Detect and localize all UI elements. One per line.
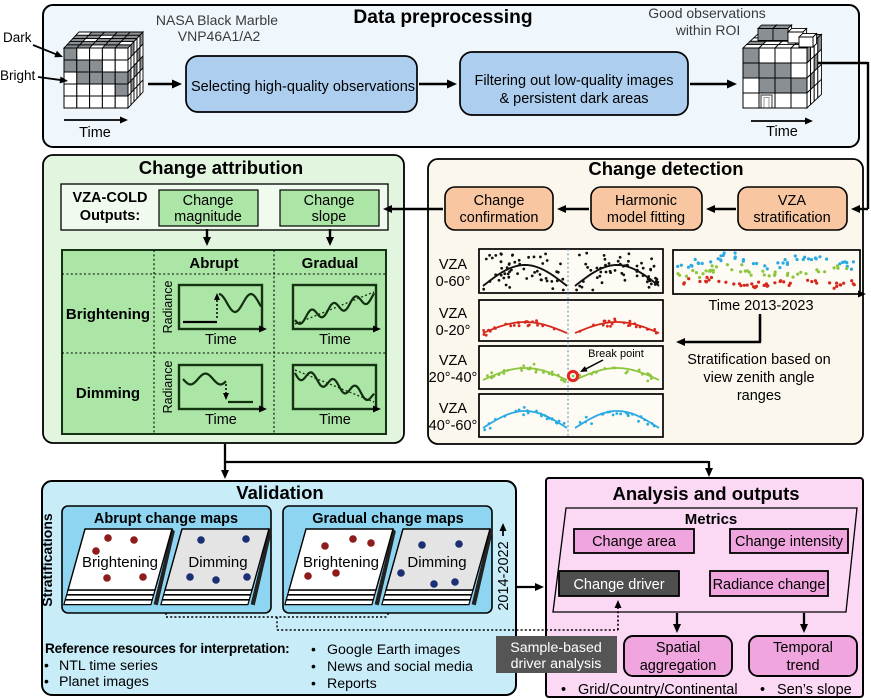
svg-text:Abrupt: Abrupt: [189, 255, 238, 272]
svg-text:•: •: [44, 657, 49, 673]
svg-text:Dark: Dark: [3, 30, 32, 45]
svg-text:VZA: VZA: [439, 353, 468, 369]
svg-text:Grid/Country/Continental: Grid/Country/Continental: [578, 682, 738, 698]
svg-text:VNP46A1/A2: VNP46A1/A2: [178, 28, 261, 44]
svg-text:Gradual change maps: Gradual change maps: [312, 511, 464, 527]
svg-text:Brightening: Brightening: [303, 554, 379, 571]
svg-text:Data preprocessing: Data preprocessing: [353, 7, 532, 28]
svg-text:Dimming: Dimming: [407, 554, 466, 571]
svg-text:Time: Time: [319, 332, 351, 348]
svg-text:Time: Time: [205, 412, 237, 428]
svg-text:•: •: [561, 682, 566, 698]
svg-text:Harmonic: Harmonic: [615, 193, 677, 209]
svg-text:Change: Change: [304, 193, 355, 209]
svg-text:Radiance: Radiance: [161, 361, 175, 414]
svg-text:Sample-based: Sample-based: [510, 640, 602, 656]
svg-text:Time: Time: [79, 125, 111, 141]
svg-text:2014-2022: 2014-2022: [496, 541, 512, 610]
svg-text:slope: slope: [312, 209, 347, 225]
svg-text:ranges: ranges: [737, 388, 781, 404]
svg-text:Stratification based on: Stratification based on: [687, 352, 830, 368]
svg-text:trend: trend: [786, 658, 819, 674]
svg-text:Gradual: Gradual: [302, 255, 359, 272]
svg-text:Time: Time: [205, 332, 237, 348]
svg-text:& persistent dark areas: & persistent dark areas: [499, 91, 648, 107]
svg-text:Time 2013-2023: Time 2013-2023: [708, 298, 813, 314]
svg-text:40°-60°: 40°-60°: [429, 418, 478, 434]
svg-text:Break point: Break point: [588, 348, 644, 360]
svg-text:Filtering out low-quality imag: Filtering out low-quality images: [474, 73, 673, 89]
svg-text:0-20°: 0-20°: [436, 323, 471, 339]
svg-text:Metrics: Metrics: [685, 511, 738, 528]
svg-text:magnitude: magnitude: [174, 209, 242, 225]
svg-text:•: •: [311, 658, 316, 674]
svg-text:Good observations: Good observations: [648, 5, 766, 21]
svg-text:•: •: [760, 682, 765, 698]
svg-text:•: •: [311, 641, 316, 657]
svg-text:aggregation: aggregation: [640, 658, 717, 674]
svg-text:VZA-COLD: VZA-COLD: [73, 190, 148, 206]
svg-text:Spatial: Spatial: [656, 640, 700, 656]
svg-text:view zenith angle: view zenith angle: [703, 370, 814, 386]
svg-text:20°-40°: 20°-40°: [429, 370, 478, 386]
svg-text:Change driver: Change driver: [573, 577, 664, 593]
svg-text:stratification: stratification: [753, 210, 830, 226]
svg-text:Change area: Change area: [592, 534, 677, 550]
svg-text:Time: Time: [766, 124, 798, 140]
svg-text:Brightening: Brightening: [66, 306, 150, 323]
svg-text:0-60°: 0-60°: [436, 274, 471, 290]
svg-text:Change intensity: Change intensity: [735, 534, 844, 550]
svg-text:VZA: VZA: [439, 306, 468, 322]
svg-text:Sen’s slope: Sen’s slope: [777, 682, 852, 698]
svg-text:Dimming: Dimming: [76, 385, 140, 402]
svg-text:VZA: VZA: [439, 401, 468, 417]
svg-text:•: •: [44, 673, 49, 689]
svg-text:VZA: VZA: [778, 193, 807, 209]
svg-text:Change detection: Change detection: [588, 158, 743, 179]
svg-text:Outputs:: Outputs:: [80, 208, 140, 224]
svg-text:Brightening: Brightening: [82, 554, 158, 571]
svg-text:Reports: Reports: [327, 676, 377, 692]
svg-text:Google Earth images: Google Earth images: [327, 642, 460, 658]
svg-text:Dimming: Dimming: [188, 554, 247, 571]
svg-text:driver analysis: driver analysis: [511, 656, 602, 672]
svg-text:Analysis and outputs: Analysis and outputs: [612, 483, 799, 504]
svg-text:VZA: VZA: [439, 257, 468, 273]
svg-text:News and social media: News and social media: [327, 659, 473, 675]
svg-text:model fitting: model fitting: [607, 210, 685, 226]
svg-text:confirmation: confirmation: [460, 210, 539, 226]
svg-text:•: •: [311, 675, 316, 691]
svg-text:Time: Time: [319, 412, 351, 428]
svg-text:Change: Change: [474, 193, 525, 209]
svg-text:Reference resources for interp: Reference resources for interpretation:: [45, 641, 290, 656]
svg-text:Radiance: Radiance: [161, 281, 175, 334]
svg-text:Selecting high-quality observa: Selecting high-quality observations: [191, 79, 415, 95]
svg-text:Temporal: Temporal: [773, 640, 833, 656]
svg-text:NTL time series: NTL time series: [59, 658, 158, 674]
svg-text:Change attribution: Change attribution: [139, 157, 303, 178]
svg-text:Planet images: Planet images: [59, 674, 149, 690]
svg-text:Stratifications: Stratifications: [39, 513, 55, 607]
svg-text:Bright: Bright: [0, 68, 36, 83]
svg-text:within ROI: within ROI: [675, 22, 741, 38]
svg-text:Change: Change: [183, 193, 234, 209]
svg-text:Abrupt change maps: Abrupt change maps: [94, 511, 238, 527]
svg-text:Radiance change: Radiance change: [713, 577, 826, 593]
svg-text:NASA Black Marble: NASA Black Marble: [156, 12, 278, 28]
svg-text:Validation: Validation: [236, 482, 323, 503]
